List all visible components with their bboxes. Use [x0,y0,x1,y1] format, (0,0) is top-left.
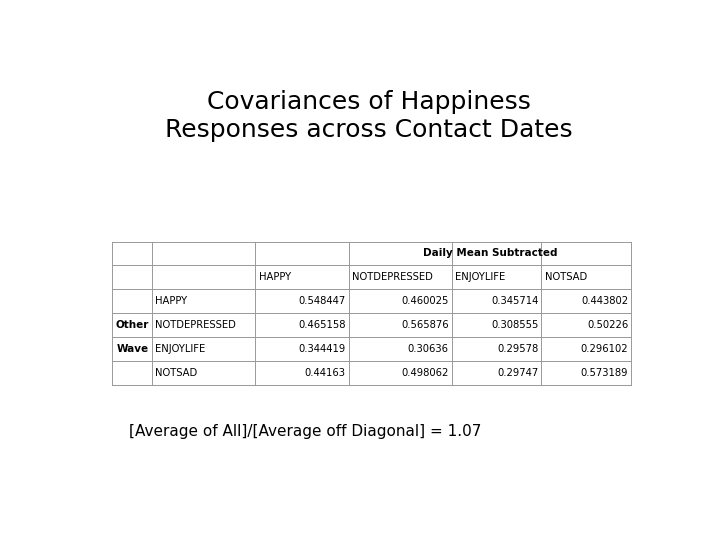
Text: 0.50226: 0.50226 [587,320,628,330]
Text: 0.29578: 0.29578 [497,344,539,354]
Text: 0.44163: 0.44163 [305,368,346,378]
Text: 0.345714: 0.345714 [491,296,539,306]
Text: 0.565876: 0.565876 [401,320,449,330]
Text: 0.296102: 0.296102 [580,344,628,354]
Text: Covariances of Happiness
Responses across Contact Dates: Covariances of Happiness Responses acros… [165,90,573,143]
Text: 0.498062: 0.498062 [401,368,449,378]
Text: HAPPY: HAPPY [259,272,291,282]
Text: NOTSAD: NOTSAD [155,368,197,378]
Text: 0.548447: 0.548447 [298,296,346,306]
Text: 0.344419: 0.344419 [298,344,346,354]
Text: [Average of All]/[Average off Diagonal] = 1.07: [Average of All]/[Average off Diagonal] … [129,424,482,439]
Text: 0.30636: 0.30636 [408,344,449,354]
Text: 0.443802: 0.443802 [581,296,628,306]
Text: HAPPY: HAPPY [155,296,187,306]
Text: 0.573189: 0.573189 [580,368,628,378]
Text: 0.308555: 0.308555 [491,320,539,330]
Text: NOTSAD: NOTSAD [545,272,588,282]
Text: NOTDEPRESSED: NOTDEPRESSED [352,272,433,282]
Text: 0.465158: 0.465158 [298,320,346,330]
Text: 0.460025: 0.460025 [401,296,449,306]
Text: ENJOYLIFE: ENJOYLIFE [155,344,205,354]
Text: NOTDEPRESSED: NOTDEPRESSED [155,320,235,330]
Text: ENJOYLIFE: ENJOYLIFE [455,272,505,282]
Text: Other: Other [116,320,149,330]
Text: Wave: Wave [116,344,148,354]
Text: Daily Mean Subtracted: Daily Mean Subtracted [423,248,557,259]
Text: 0.29747: 0.29747 [497,368,539,378]
